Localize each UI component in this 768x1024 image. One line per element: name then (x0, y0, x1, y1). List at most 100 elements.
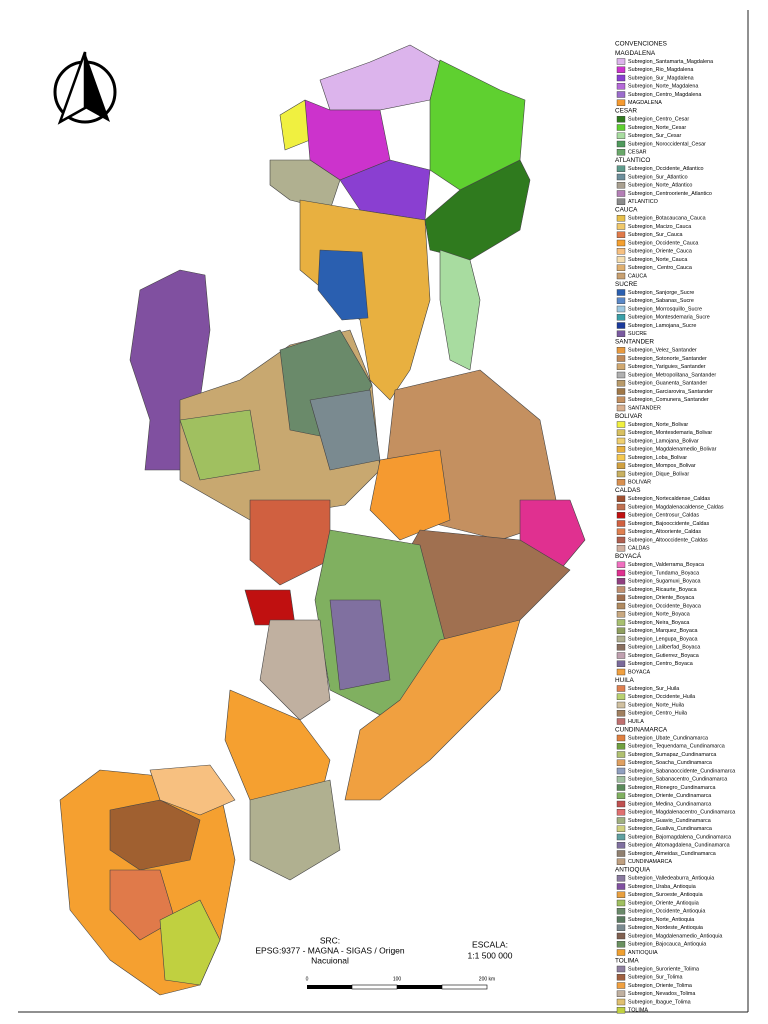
legend-swatch (616, 388, 626, 395)
legend-label: Subregion_Tundama_Boyaca (628, 570, 699, 576)
scale-bar (307, 984, 488, 990)
legend-label: Subregion_Velez_Santander (628, 348, 697, 354)
legend-label: Subregion_Botacaucana_Cauca (628, 216, 706, 222)
scale-text: 1:1 500 000 (468, 950, 513, 960)
legend-label: CALDAS (628, 546, 650, 552)
legend-swatch (616, 842, 626, 849)
map-region (259, 619, 331, 721)
legend-swatch (616, 223, 626, 230)
legend-label: Subregion_Oriente_Antioquia (628, 900, 699, 906)
legend-swatch (616, 660, 626, 667)
legend-label: CESAR (628, 150, 647, 156)
legend-label: Subregion_Tequendama_Cundinamarca (628, 744, 725, 750)
legend-group: TOLIMA (615, 957, 639, 964)
legend-label: Subregion_Norte_Bolivar (628, 422, 688, 428)
legend-label: Subregion_Lengupa_Boyaca (628, 636, 698, 642)
legend-label: Subregion_Suroeste_Antioquia (628, 892, 703, 898)
legend-label: Subregion_Norte_Boyaca (628, 612, 690, 618)
legend-label: Subregion_Sotonorte_Santander (628, 356, 707, 362)
legend-label: BOYACA (628, 669, 650, 675)
legend-label: ANTIOQUIA (628, 950, 658, 956)
legend-swatch (616, 998, 626, 1006)
legend-swatch (616, 355, 626, 362)
legend-swatch (616, 751, 626, 758)
legend-swatch (616, 248, 626, 255)
map-region (339, 159, 431, 221)
legend-label: HUILA (628, 719, 644, 725)
legend-swatch (616, 421, 626, 428)
legend-swatch (616, 495, 626, 502)
legend-label: Subregion_Neira_Boyaca (628, 620, 689, 626)
legend-label: Subregion_Montesdemaria_Sucre (628, 315, 710, 321)
legend-group: CESAR (615, 108, 637, 115)
legend-label: Subregion_Altomagdalena_Cundinamarca (628, 843, 730, 849)
legend-swatch (616, 875, 626, 882)
legend-label: Subregion_Marquez_Boyaca (628, 628, 698, 634)
legend-label: Subregion_Oriente_Cundinamarca (628, 793, 711, 799)
legend-swatch (616, 239, 626, 247)
legend-swatch (616, 949, 626, 956)
legend-label: Subregion_Centro_Boyaca (628, 661, 693, 667)
legend-label: Subregion_Centrosur_Caldas (628, 513, 699, 519)
legend-swatch (616, 850, 626, 857)
legend-swatch (616, 908, 626, 915)
legend-swatch (616, 627, 626, 634)
legend-swatch (616, 701, 626, 709)
legend-label: Subregion_Gualiva_Cundinamarca (628, 826, 712, 832)
legend-label: Subregion_Sanjorge_Sucre (628, 290, 694, 296)
legend-swatch (616, 58, 626, 65)
legend-swatch (616, 215, 626, 222)
legend-swatch (616, 718, 626, 725)
legend-group: ANTIOQUIA (615, 867, 651, 874)
legend-swatch (616, 182, 626, 189)
legend-swatch (616, 545, 626, 552)
legend-swatch (616, 437, 626, 445)
map-region (344, 619, 521, 801)
map-region (109, 869, 176, 941)
legend-swatch (616, 833, 626, 841)
legend-swatch (616, 611, 626, 618)
legend-label: Subregion_Norte_Cesar (628, 125, 686, 131)
legend-label: Subregion_Sugamuxi_Boyaca (628, 579, 701, 585)
legend-label: Subregion_Santamarta_Magdalena (628, 59, 713, 65)
legend-swatch (616, 668, 626, 676)
crs-text: Nacuional (311, 955, 349, 965)
legend-label: MAGDALENA (628, 100, 662, 106)
legend-label: Subregion_Oriente_Tolima (628, 983, 692, 989)
legend-label: Subregion_Yariguies_Santander (628, 364, 706, 370)
legend-group: SANTANDER (615, 339, 654, 346)
legend-label: Subregion_Guanenta_Santander (628, 381, 707, 387)
legend-swatch (616, 965, 626, 973)
legend-label: Subregion_Valledeaburra_Antioquia (628, 876, 714, 882)
legend-swatch (616, 891, 626, 898)
legend-swatch (616, 800, 626, 808)
legend-swatch (616, 817, 626, 824)
legend-group: ATLANTICO (615, 157, 650, 164)
legend-label: SUCRE (628, 331, 647, 337)
legend-label: Subregion_Uraba_Antioquia (628, 884, 696, 890)
legend-swatch (616, 371, 626, 379)
legend-swatch (616, 330, 626, 337)
legend-swatch (616, 776, 626, 783)
legend-swatch (616, 619, 626, 626)
map-region (317, 249, 369, 321)
legend-label: Subregion_Centro_Huila (628, 711, 687, 717)
legend-label: Subregion_Sabanaoccidente_Cundinamarca (628, 768, 735, 774)
legend-swatch (616, 305, 626, 313)
legend-label: Subregion_Norte_Antioquia (628, 917, 694, 923)
legend-label: Subregion_Norte_Huila (628, 702, 684, 708)
map-region (249, 779, 341, 881)
legend-label: CUNDINAMARCA (628, 859, 672, 865)
legend-swatch (616, 652, 626, 659)
legend-swatch (616, 289, 626, 296)
legend-label: Subregion_Dique_Bolivar (628, 471, 689, 477)
legend-swatch (616, 528, 626, 535)
legend-swatch (616, 982, 626, 989)
legend-label: Subregion_Sumapaz_Cundinamarca (628, 752, 716, 758)
map-region (439, 249, 481, 371)
legend-swatch (616, 644, 626, 651)
legend-label: Subregion_Sur_Cesar (628, 133, 682, 139)
legend-swatch (616, 536, 626, 544)
legend-label: Subregion_Guavio_Cundinamarca (628, 818, 711, 824)
legend-label: Subregion_Norte_Cauca (628, 257, 687, 263)
